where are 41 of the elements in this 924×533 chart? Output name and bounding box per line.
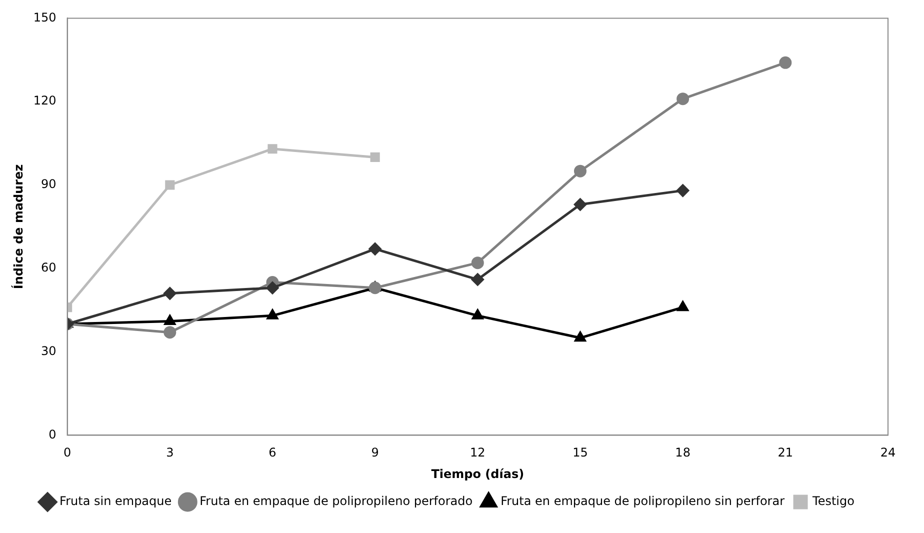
- y-tick-label: 30: [41, 344, 56, 358]
- point: [164, 326, 176, 339]
- y-tick-label: 0: [48, 427, 56, 442]
- point: [164, 314, 176, 325]
- x-tick-label: 3: [166, 446, 174, 460]
- point: [677, 301, 688, 312]
- point: [471, 256, 484, 270]
- point: [164, 287, 176, 300]
- point: [368, 242, 382, 256]
- x-tick-label: 15: [572, 446, 588, 460]
- point: [268, 144, 278, 154]
- legend-label: Fruta en empaque de polipropileno sin perforar: [500, 494, 785, 508]
- legend-label: Testigo: [812, 494, 854, 508]
- x-tick-label: 9: [371, 446, 379, 460]
- point: [266, 309, 278, 320]
- x-tick-label: 12: [470, 446, 486, 460]
- point: [370, 152, 380, 162]
- x-tick-label: 21: [778, 446, 794, 460]
- point: [472, 309, 484, 320]
- y-tick-label: 150: [33, 10, 56, 24]
- x-axis-title: Tiempo (días): [431, 466, 524, 481]
- point: [574, 332, 586, 342]
- point: [266, 282, 279, 294]
- point: [165, 180, 175, 190]
- x-tick-label: 6: [268, 446, 276, 460]
- point: [574, 198, 586, 211]
- y-tick-label: 120: [33, 94, 56, 108]
- x-tick-label: 18: [675, 446, 690, 460]
- y-tick-label: 90: [41, 177, 56, 192]
- point: [779, 56, 792, 69]
- x-tick-label: 24: [880, 446, 896, 460]
- point: [471, 273, 484, 286]
- point: [676, 184, 690, 197]
- legend-label: Fruta sin empaque: [60, 494, 172, 508]
- point: [574, 164, 586, 178]
- legend-label: Fruta en empaque de polipropileno perforado: [200, 494, 473, 508]
- y-tick-label: 60: [41, 260, 56, 275]
- x-tick-label: 0: [63, 446, 72, 460]
- point: [676, 92, 690, 106]
- y-axis-title: Índice de madurez: [10, 164, 26, 290]
- point: [368, 282, 382, 294]
